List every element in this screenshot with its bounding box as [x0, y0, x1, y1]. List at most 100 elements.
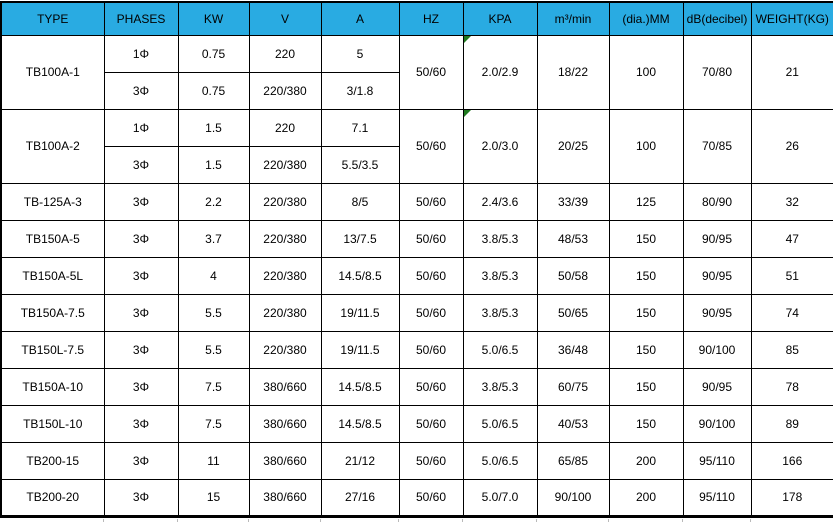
cell-m3min: 36/48 [536, 330, 610, 369]
gridline-stubs [0, 519, 833, 522]
cell-phases: 3Φ [103, 478, 179, 518]
cell-kw: 7.5 [177, 367, 250, 406]
cell-a: 14.5/8.5 [320, 404, 400, 443]
table-row: TB150A-5 3Φ 3.7 220/380 13/7.5 50/60 3.8… [0, 219, 833, 258]
cell-db: 90/100 [682, 404, 752, 443]
cell-type: TB150L-7.5 [0, 330, 105, 369]
cell-hz: 50/60 [398, 293, 464, 332]
cell-hz: 50/60 [398, 367, 464, 406]
cell-dia: 100 [608, 34, 684, 110]
cell-hz: 50/60 [398, 330, 464, 369]
cell-dia: 150 [608, 404, 684, 443]
cell-m3min: 20/25 [536, 108, 610, 184]
cell-v: 220/380 [248, 71, 322, 110]
cell-weight: 178 [750, 478, 833, 518]
cell-kw: 4 [177, 256, 250, 295]
cell-db: 90/95 [682, 293, 752, 332]
cell-a: 8/5 [320, 182, 400, 221]
cell-a: 5.5/3.5 [320, 145, 400, 184]
cell-kpa: 5.0/6.5 [462, 330, 538, 369]
cell-kpa: 2.4/3.6 [462, 182, 538, 221]
col-header-v: V [248, 1, 322, 36]
cell-phases: 1Φ [103, 34, 179, 73]
cell-dia: 150 [608, 293, 684, 332]
cell-kw: 11 [177, 441, 250, 480]
cell-kpa: 5.0/6.5 [462, 404, 538, 443]
cell-type: TB150A-7.5 [0, 293, 105, 332]
cell-v: 380/660 [248, 478, 322, 518]
cell-m3min: 90/100 [536, 478, 610, 518]
cell-type: TB150A-5 [0, 219, 105, 258]
col-header-phases: PHASES [103, 1, 179, 36]
cell-a: 19/11.5 [320, 293, 400, 332]
cell-weight: 74 [750, 293, 833, 332]
cell-v: 380/660 [248, 404, 322, 443]
table-row: TB200-15 3Φ 11 380/660 21/12 50/60 5.0/6… [0, 441, 833, 480]
cell-a: 7.1 [320, 108, 400, 147]
cell-v: 220/380 [248, 256, 322, 295]
cell-phases: 3Φ [103, 145, 179, 184]
cell-v: 220/380 [248, 182, 322, 221]
cell-dia: 200 [608, 478, 684, 518]
cell-kw: 0.75 [177, 34, 250, 73]
col-header-kpa: KPA [462, 1, 538, 36]
table-row: 3Φ 0.75 220/380 3/1.8 [1, 71, 833, 110]
col-header-type: TYPE [0, 1, 105, 36]
cell-kpa: 3.8/5.3 [462, 256, 538, 295]
cell-type: TB100A-2 [0, 108, 105, 184]
table-row: TB150L-7.5 3Φ 5.5 220/380 19/11.5 50/60 … [0, 330, 833, 369]
cell-kw: 5.5 [177, 293, 250, 332]
cell-weight: 85 [750, 330, 833, 369]
cell-type: TB200-20 [0, 478, 105, 518]
cell-type: TB-125A-3 [0, 182, 105, 221]
cell-phases: 1Φ [103, 108, 179, 147]
cell-weight: 89 [750, 404, 833, 443]
cell-hz: 50/60 [398, 441, 464, 480]
cell-kpa-value: 2.0/3.0 [481, 139, 519, 153]
cell-a: 5 [320, 34, 400, 73]
cell-hz: 50/60 [398, 182, 464, 221]
cell-v: 220/380 [248, 330, 322, 369]
header-row: TYPE PHASES KW V A HZ KPA m³/min (dia.)M… [0, 1, 833, 36]
cell-kpa: 3.8/5.3 [462, 293, 538, 332]
cell-v: 220 [248, 34, 322, 73]
cell-db: 70/85 [682, 108, 752, 184]
table-row: TB100A-1 1Φ 0.75 220 5 50/60 2.0/2.9 18/… [0, 34, 833, 110]
table-row: 3Φ 1.5 220/380 5.5/3.5 [1, 145, 833, 184]
cell-m3min: 48/53 [536, 219, 610, 258]
cell-hz: 50/60 [398, 108, 464, 184]
col-header-a: A [320, 1, 400, 36]
cell-hz: 50/60 [398, 219, 464, 258]
cell-weight: 32 [750, 182, 833, 221]
cell-kw: 0.75 [177, 71, 250, 110]
cell-kpa-value: 2.0/2.9 [481, 65, 519, 79]
cell-a: 27/16 [320, 478, 400, 518]
cell-m3min: 33/39 [536, 182, 610, 221]
cell-db: 70/80 [682, 34, 752, 110]
col-header-db: dB(decibel) [682, 1, 752, 36]
cell-kpa: 5.0/7.0 [462, 478, 538, 518]
cell-weight: 78 [750, 367, 833, 406]
table-row: TB150A-5L 3Φ 4 220/380 14.5/8.5 50/60 3.… [0, 256, 833, 295]
cell-dia: 150 [608, 256, 684, 295]
cell-phases: 3Φ [103, 293, 179, 332]
cell-error-flag-triangle-icon [464, 36, 471, 43]
cell-m3min: 50/65 [536, 293, 610, 332]
cell-m3min: 50/58 [536, 256, 610, 295]
cell-kpa: 3.8/5.3 [462, 367, 538, 406]
cell-weight: 47 [750, 219, 833, 258]
col-header-weight: WEIGHT(KG) [750, 1, 833, 36]
cell-phases: 3Φ [103, 71, 179, 110]
cell-dia: 200 [608, 441, 684, 480]
cell-phases: 3Φ [103, 404, 179, 443]
cell-m3min: 60/75 [536, 367, 610, 406]
cell-type: TB150A-5L [0, 256, 105, 295]
cell-weight: 51 [750, 256, 833, 295]
table-row: TB150A-10 3Φ 7.5 380/660 14.5/8.5 50/60 … [0, 367, 833, 406]
table-row: TB100A-2 1Φ 1.5 220 7.1 50/60 2.0/3.0 20… [0, 108, 833, 184]
table-row: TB-125A-3 3Φ 2.2 220/380 8/5 50/60 2.4/3… [0, 182, 833, 221]
cell-v: 380/660 [248, 441, 322, 480]
cell-v: 380/660 [248, 367, 322, 406]
cell-a: 13/7.5 [320, 219, 400, 258]
